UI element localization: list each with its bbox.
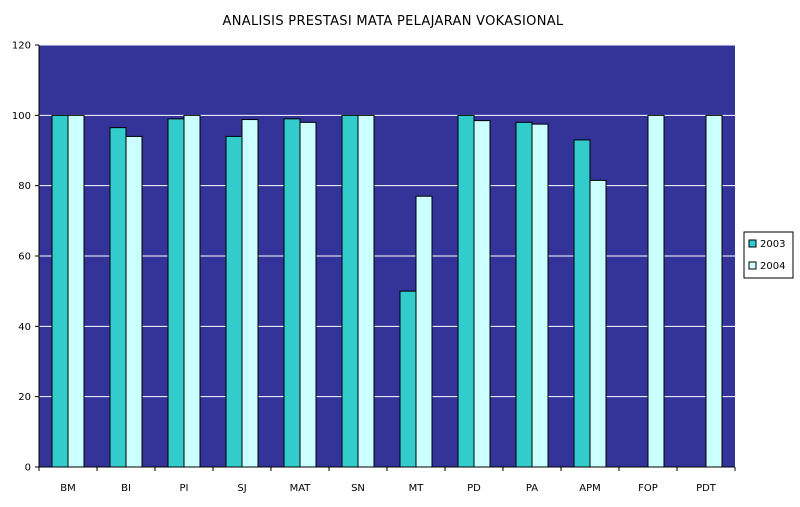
bar-2003-apm [573,139,591,468]
legend: 2003 2004 [743,231,794,279]
x-tick-label: PI [180,483,189,494]
bar-2004-mat [299,121,317,468]
plot-area: 0 20 40 60 80 100 120 BM BI PI SJ MAT SN MT PD PA APM FOP… [12,41,736,494]
bar-2004-pa [531,123,549,468]
bar-2003-pi [167,118,185,468]
x-tick-label: FOP [638,483,658,494]
chart-title: ANALISIS PRESTASI MATA PELAJARAN VOKASIO… [223,14,564,29]
x-tick-label: MT [409,483,425,494]
legend-swatch-2004 [748,261,757,270]
x-tick-label: BI [121,483,131,494]
x-tick-label: SN [351,483,365,494]
x-tick-label: PA [526,483,538,494]
bar-2003-sj [225,135,243,468]
y-tick-label: 80 [18,181,31,192]
bar-2004-sn [357,114,375,468]
bar-2004-pdt [705,114,723,468]
y-tick-label: 40 [18,322,31,333]
x-tick-label: BM [60,483,76,494]
y-tick-label: 100 [12,111,31,122]
y-tick-label: 0 [25,463,31,474]
bar-2003-mat [283,118,301,468]
x-tick-label: MAT [290,483,312,494]
bar-2003-sn [341,114,359,468]
y-tick-label: 60 [18,252,31,263]
y-tick-label: 20 [18,392,31,403]
bar-2004-fop [647,114,665,468]
bar-2004-apm [589,179,607,468]
x-tick-label: APM [579,483,601,494]
x-tick-label: PDT [696,483,717,494]
bar-2004-bm [67,114,85,468]
x-tick-label: SJ [237,483,246,494]
bar-2004-pi [183,114,201,468]
legend-label-2003: 2003 [760,239,785,250]
legend-swatch-2003 [748,239,757,248]
bar-2003-bi [109,127,127,468]
bar-2003-mt [399,290,417,468]
x-tick-label: PD [467,483,481,494]
bar-2004-bi [125,135,143,468]
bar-2004-sj [241,119,259,468]
legend-label-2004: 2004 [760,261,785,272]
bar-2004-pd [473,120,491,468]
bar-2004-mt [415,195,433,468]
y-tick-label: 120 [12,41,31,52]
bar-2003-bm [51,114,69,468]
bar-2003-pd [457,114,475,468]
bar-2003-pa [515,121,533,468]
